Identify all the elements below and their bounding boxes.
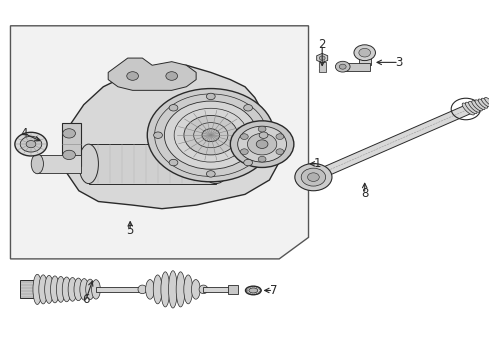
Ellipse shape	[481, 98, 490, 107]
Ellipse shape	[245, 286, 261, 295]
Ellipse shape	[56, 276, 65, 302]
Ellipse shape	[176, 272, 185, 307]
Circle shape	[127, 72, 139, 80]
Circle shape	[308, 173, 319, 181]
Circle shape	[259, 132, 268, 138]
Ellipse shape	[31, 154, 44, 174]
Ellipse shape	[161, 272, 170, 307]
Ellipse shape	[79, 144, 98, 184]
Ellipse shape	[50, 276, 59, 303]
Ellipse shape	[205, 149, 227, 179]
Ellipse shape	[153, 275, 162, 304]
Circle shape	[184, 116, 238, 155]
Polygon shape	[62, 123, 81, 166]
Ellipse shape	[468, 102, 480, 112]
Ellipse shape	[62, 277, 71, 302]
Bar	[20, 280, 37, 298]
Bar	[37, 155, 81, 173]
Ellipse shape	[33, 274, 42, 305]
Ellipse shape	[466, 102, 477, 114]
Circle shape	[26, 140, 36, 148]
Ellipse shape	[169, 271, 177, 308]
Polygon shape	[10, 26, 309, 259]
Circle shape	[241, 149, 248, 154]
Bar	[343, 63, 369, 71]
Circle shape	[166, 72, 177, 80]
Polygon shape	[303, 103, 478, 184]
Ellipse shape	[80, 279, 89, 300]
Bar	[359, 51, 370, 65]
Polygon shape	[64, 65, 279, 209]
Circle shape	[247, 134, 277, 155]
Bar	[203, 287, 230, 292]
Bar	[89, 144, 216, 184]
Circle shape	[256, 140, 268, 148]
Ellipse shape	[74, 278, 83, 301]
Circle shape	[241, 134, 248, 139]
Text: 5: 5	[126, 224, 134, 238]
Ellipse shape	[68, 278, 77, 301]
Ellipse shape	[485, 98, 490, 105]
Circle shape	[258, 156, 266, 162]
Bar	[319, 62, 326, 72]
Circle shape	[147, 89, 274, 182]
Circle shape	[359, 48, 370, 57]
Circle shape	[295, 163, 332, 191]
Ellipse shape	[86, 279, 95, 300]
Circle shape	[169, 104, 178, 111]
Circle shape	[63, 129, 75, 138]
Circle shape	[202, 129, 220, 141]
Circle shape	[63, 150, 75, 159]
Ellipse shape	[475, 100, 485, 109]
Ellipse shape	[249, 288, 258, 293]
Text: 6: 6	[82, 293, 90, 306]
Circle shape	[244, 159, 252, 166]
Ellipse shape	[472, 100, 482, 111]
Circle shape	[354, 45, 375, 60]
Text: 8: 8	[361, 187, 368, 200]
Circle shape	[20, 136, 42, 152]
Circle shape	[15, 132, 47, 156]
Circle shape	[244, 104, 252, 111]
Text: 4: 4	[21, 127, 28, 140]
Ellipse shape	[201, 144, 230, 184]
Ellipse shape	[478, 99, 488, 108]
Ellipse shape	[138, 285, 147, 294]
Text: 3: 3	[395, 56, 403, 69]
Circle shape	[258, 126, 266, 132]
Ellipse shape	[462, 103, 474, 115]
Circle shape	[206, 171, 215, 177]
Text: 7: 7	[270, 284, 277, 297]
Circle shape	[154, 132, 162, 138]
Polygon shape	[108, 58, 196, 90]
Text: 2: 2	[318, 38, 326, 51]
Circle shape	[339, 64, 346, 69]
Circle shape	[301, 168, 326, 186]
Circle shape	[335, 61, 350, 72]
Ellipse shape	[184, 275, 193, 304]
Text: 1: 1	[314, 157, 321, 170]
Circle shape	[319, 56, 325, 60]
Ellipse shape	[39, 275, 48, 304]
Ellipse shape	[92, 280, 100, 299]
Circle shape	[276, 134, 284, 139]
Circle shape	[238, 126, 287, 162]
Circle shape	[276, 149, 284, 154]
Circle shape	[164, 101, 257, 169]
Polygon shape	[317, 53, 328, 63]
Bar	[96, 287, 147, 292]
Circle shape	[206, 93, 215, 100]
Circle shape	[169, 159, 178, 166]
Bar	[228, 285, 238, 294]
Ellipse shape	[45, 275, 53, 303]
Ellipse shape	[146, 280, 154, 299]
Ellipse shape	[199, 285, 208, 294]
Circle shape	[230, 121, 294, 167]
Ellipse shape	[192, 280, 200, 299]
